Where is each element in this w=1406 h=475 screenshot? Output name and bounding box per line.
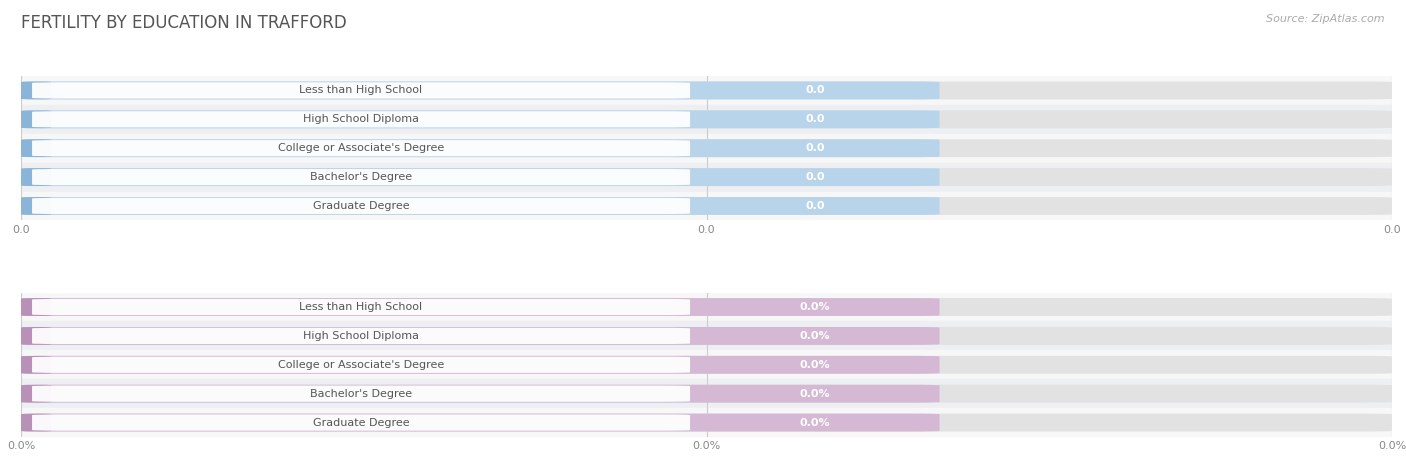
FancyBboxPatch shape (21, 298, 51, 316)
Text: Bachelor's Degree: Bachelor's Degree (309, 389, 412, 399)
FancyBboxPatch shape (21, 197, 939, 215)
Bar (21, 379, 1392, 408)
Text: 0.0%: 0.0% (800, 331, 830, 341)
Bar (21, 191, 1392, 220)
Text: Less than High School: Less than High School (299, 86, 423, 95)
Text: College or Associate's Degree: College or Associate's Degree (278, 360, 444, 370)
FancyBboxPatch shape (32, 357, 690, 373)
Text: 0.0%: 0.0% (800, 302, 830, 312)
Text: College or Associate's Degree: College or Associate's Degree (278, 143, 444, 153)
FancyBboxPatch shape (21, 82, 1392, 99)
Text: Source: ZipAtlas.com: Source: ZipAtlas.com (1267, 14, 1385, 24)
FancyBboxPatch shape (21, 298, 1392, 316)
Text: 0.0: 0.0 (806, 201, 824, 211)
FancyBboxPatch shape (21, 327, 939, 345)
FancyBboxPatch shape (21, 139, 1392, 157)
Bar (21, 105, 1392, 134)
FancyBboxPatch shape (21, 298, 939, 316)
FancyBboxPatch shape (32, 299, 690, 315)
Text: Bachelor's Degree: Bachelor's Degree (309, 172, 412, 182)
FancyBboxPatch shape (32, 386, 690, 402)
Text: 0.0: 0.0 (806, 86, 824, 95)
FancyBboxPatch shape (21, 327, 1392, 345)
FancyBboxPatch shape (21, 356, 939, 374)
FancyBboxPatch shape (21, 197, 1392, 215)
FancyBboxPatch shape (32, 415, 690, 431)
Text: 0.0%: 0.0% (800, 360, 830, 370)
FancyBboxPatch shape (21, 139, 939, 157)
Text: 0.0: 0.0 (806, 143, 824, 153)
FancyBboxPatch shape (32, 328, 690, 344)
FancyBboxPatch shape (21, 385, 51, 403)
Text: Graduate Degree: Graduate Degree (312, 201, 409, 211)
FancyBboxPatch shape (21, 168, 939, 186)
FancyBboxPatch shape (21, 110, 939, 128)
FancyBboxPatch shape (21, 327, 51, 345)
FancyBboxPatch shape (21, 82, 939, 99)
FancyBboxPatch shape (32, 111, 690, 127)
FancyBboxPatch shape (21, 110, 51, 128)
Bar (21, 351, 1392, 379)
FancyBboxPatch shape (21, 414, 939, 431)
FancyBboxPatch shape (21, 414, 51, 431)
Bar (21, 408, 1392, 437)
FancyBboxPatch shape (21, 385, 939, 403)
Bar (21, 162, 1392, 191)
FancyBboxPatch shape (21, 385, 1392, 403)
FancyBboxPatch shape (21, 356, 51, 374)
FancyBboxPatch shape (21, 139, 51, 157)
FancyBboxPatch shape (21, 168, 51, 186)
FancyBboxPatch shape (32, 198, 690, 214)
Text: Graduate Degree: Graduate Degree (312, 418, 409, 428)
FancyBboxPatch shape (21, 168, 1392, 186)
FancyBboxPatch shape (32, 82, 690, 98)
Text: 0.0: 0.0 (806, 114, 824, 124)
Text: 0.0: 0.0 (806, 172, 824, 182)
Text: High School Diploma: High School Diploma (304, 331, 419, 341)
FancyBboxPatch shape (21, 197, 51, 215)
Text: FERTILITY BY EDUCATION IN TRAFFORD: FERTILITY BY EDUCATION IN TRAFFORD (21, 14, 347, 32)
Text: 0.0%: 0.0% (800, 389, 830, 399)
Text: High School Diploma: High School Diploma (304, 114, 419, 124)
Bar (21, 134, 1392, 162)
FancyBboxPatch shape (32, 140, 690, 156)
FancyBboxPatch shape (21, 356, 1392, 374)
Text: 0.0%: 0.0% (800, 418, 830, 428)
FancyBboxPatch shape (21, 414, 1392, 431)
Bar (21, 322, 1392, 351)
FancyBboxPatch shape (21, 110, 1392, 128)
Text: Less than High School: Less than High School (299, 302, 423, 312)
FancyBboxPatch shape (21, 82, 51, 99)
Bar (21, 76, 1392, 105)
Bar (21, 293, 1392, 322)
FancyBboxPatch shape (32, 169, 690, 185)
